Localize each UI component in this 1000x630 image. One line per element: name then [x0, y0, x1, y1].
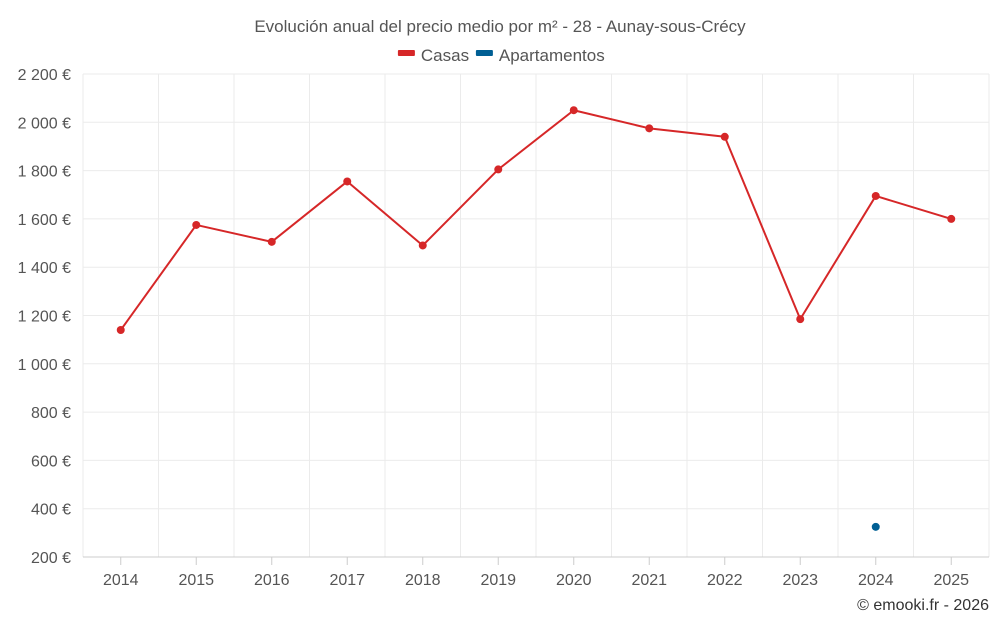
data-point[interactable] — [871, 522, 880, 531]
x-tick-label: 2023 — [782, 572, 818, 589]
x-tick-label: 2015 — [178, 572, 214, 589]
data-point[interactable] — [192, 220, 201, 229]
legend-label: Apartamentos — [499, 46, 605, 65]
y-tick-label: 400 € — [31, 502, 71, 519]
y-tick-label: 2 200 € — [18, 67, 71, 84]
series-line — [119, 109, 952, 331]
legend-item-apartamentos[interactable]: Apartamentos — [475, 46, 605, 65]
x-tick-label: 2020 — [556, 572, 592, 589]
legend-label: Casas — [421, 46, 469, 65]
x-tick-label: 2022 — [707, 572, 743, 589]
y-tick-label: 1 200 € — [18, 309, 71, 326]
x-tick-label: 2024 — [858, 572, 894, 589]
x-tick-label: 2016 — [254, 572, 290, 589]
x-axis: 2014 2015 2016 2017 2018 2019 2020 2021 2022 2023… — [83, 556, 989, 589]
data-point[interactable] — [871, 191, 880, 200]
legend: Casas Apartamentos — [397, 46, 605, 65]
y-axis: 200 € 400 € 600 € 800 € 1 000 € 1 200 € 1 400 … — [18, 67, 71, 567]
x-tick-label: 2018 — [405, 572, 441, 589]
y-tick-label: 200 € — [31, 550, 71, 567]
x-tick-label: 2017 — [329, 572, 365, 589]
y-tick-label: 600 € — [31, 453, 71, 470]
chart-title: Evolución anual del precio medio por m² … — [254, 17, 746, 36]
credit-text: © emooki.fr - 2026 — [857, 597, 989, 614]
data-point[interactable] — [645, 124, 654, 133]
data-point[interactable] — [796, 315, 805, 324]
data-point[interactable] — [343, 177, 352, 186]
legend-swatch — [397, 50, 415, 56]
series-casas[interactable] — [116, 106, 956, 334]
data-point[interactable] — [418, 241, 427, 250]
y-tick-label: 1 600 € — [18, 212, 71, 229]
data-point[interactable] — [947, 214, 956, 223]
series-layer — [116, 106, 956, 531]
y-tick-label: 1 800 € — [18, 164, 71, 181]
y-tick-label: 1 000 € — [18, 357, 71, 374]
data-point[interactable] — [569, 106, 578, 115]
data-point[interactable] — [116, 325, 125, 334]
data-point[interactable] — [494, 165, 503, 174]
series-apartamentos[interactable] — [871, 522, 880, 531]
x-tick-label: 2019 — [480, 572, 516, 589]
x-tick-label: 2021 — [631, 572, 667, 589]
x-tick-label: 2014 — [103, 572, 139, 589]
data-point[interactable] — [720, 132, 729, 141]
y-tick-label: 2 000 € — [18, 115, 71, 132]
grid — [82, 73, 990, 558]
data-point[interactable] — [267, 237, 276, 246]
legend-swatch — [475, 50, 493, 56]
legend-item-casas[interactable]: Casas — [397, 46, 469, 65]
y-tick-label: 1 400 € — [18, 260, 71, 277]
y-tick-label: 800 € — [31, 405, 71, 422]
x-tick-label: 2025 — [933, 572, 969, 589]
